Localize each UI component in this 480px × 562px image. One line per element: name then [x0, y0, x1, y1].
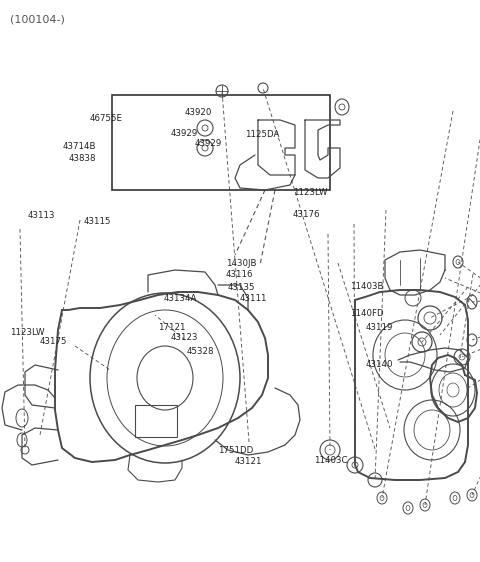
Text: 11403C: 11403C — [314, 456, 348, 465]
Text: 43134A: 43134A — [163, 294, 197, 303]
Text: 43175: 43175 — [39, 337, 67, 346]
Text: 43111: 43111 — [240, 294, 267, 303]
Text: 1123LW: 1123LW — [293, 188, 327, 197]
Text: 43135: 43135 — [228, 283, 255, 292]
Text: 11403B: 11403B — [350, 282, 384, 291]
Text: 43116: 43116 — [226, 270, 253, 279]
Text: 43121: 43121 — [234, 457, 262, 466]
Text: 43140: 43140 — [366, 360, 393, 369]
Bar — [135, 405, 177, 437]
Text: (100104-): (100104-) — [10, 14, 65, 24]
Text: 17121: 17121 — [158, 323, 186, 332]
Text: 43714B: 43714B — [62, 142, 96, 151]
Text: 43176: 43176 — [293, 210, 320, 219]
Text: 43929: 43929 — [194, 139, 222, 148]
Text: 45328: 45328 — [186, 347, 214, 356]
Text: 1140FD: 1140FD — [350, 309, 384, 318]
Text: 46755E: 46755E — [89, 114, 122, 123]
Text: 43838: 43838 — [69, 154, 96, 163]
Text: 43115: 43115 — [84, 217, 111, 226]
Text: 1430JB: 1430JB — [226, 259, 256, 268]
Text: 43119: 43119 — [366, 323, 393, 332]
Text: 1123LW: 1123LW — [10, 328, 44, 337]
Text: 43113: 43113 — [28, 211, 55, 220]
Bar — [112, 95, 330, 190]
Text: 1125DA: 1125DA — [245, 130, 279, 139]
Text: 1751DD: 1751DD — [218, 446, 253, 455]
Text: 43920: 43920 — [185, 108, 212, 117]
Text: 43123: 43123 — [171, 333, 198, 342]
Text: 43929: 43929 — [170, 129, 198, 138]
